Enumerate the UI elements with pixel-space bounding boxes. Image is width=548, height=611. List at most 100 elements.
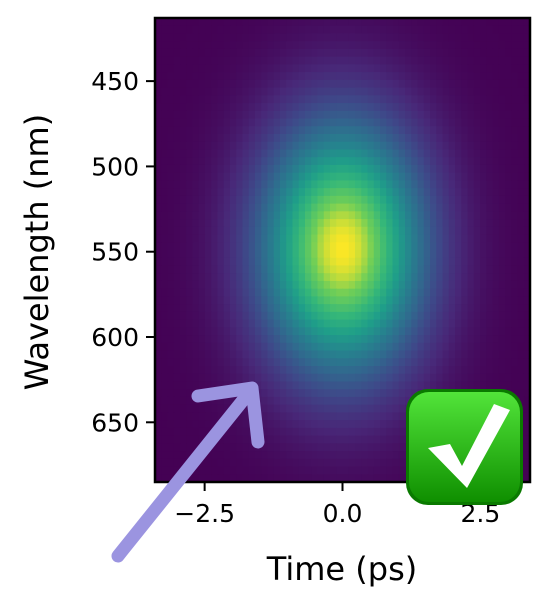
heatmap-cell: [242, 33, 250, 42]
heatmap-cell: [486, 79, 494, 89]
heatmap-cell: [230, 64, 237, 73]
heatmap-cell: [373, 242, 381, 251]
heatmap-cell: [355, 250, 362, 259]
heatmap-cell: [461, 257, 469, 267]
heatmap-cell: [323, 474, 331, 483]
heatmap-cell: [480, 280, 487, 290]
heatmap-cell: [323, 404, 331, 413]
heatmap-cell: [430, 280, 437, 290]
heatmap-cell: [311, 164, 319, 174]
heatmap-cell: [317, 219, 325, 228]
heatmap-cell: [217, 41, 225, 50]
heatmap-cell: [217, 396, 225, 406]
heatmap-cell: [423, 265, 431, 274]
heatmap-cell: [155, 48, 162, 58]
heatmap-cell: [367, 95, 375, 104]
heatmap-cell: [417, 103, 425, 112]
heatmap-cell: [167, 110, 175, 120]
heatmap-cell: [380, 180, 387, 189]
heatmap-cell: [405, 188, 412, 197]
heatmap-cell: [317, 304, 325, 313]
heatmap-cell: [186, 381, 194, 390]
heatmap-cell: [405, 56, 412, 65]
heatmap-cell: [273, 64, 281, 73]
heatmap-cell: [417, 18, 425, 27]
heatmap-cell: [305, 389, 312, 398]
y-tick-label: 500: [91, 152, 139, 181]
heatmap-cell: [336, 188, 344, 197]
heatmap-cell: [348, 188, 356, 197]
heatmap-cell: [467, 288, 475, 297]
heatmap-cell: [342, 134, 350, 143]
heatmap-cell: [517, 288, 525, 297]
heatmap-cell: [317, 103, 325, 112]
heatmap-cell: [386, 265, 394, 274]
heatmap-cell: [192, 474, 200, 483]
heatmap-cell: [292, 110, 300, 120]
heatmap-cell: [192, 250, 200, 259]
heatmap-cell: [436, 304, 444, 313]
heatmap-cell: [311, 87, 319, 96]
heatmap-cell: [255, 250, 262, 259]
heatmap-cell: [361, 396, 369, 406]
heatmap-cell: [155, 420, 162, 429]
heatmap-cell: [498, 296, 506, 305]
heatmap-cell: [211, 172, 219, 181]
heatmap-cell: [448, 234, 456, 243]
heatmap-cell: [236, 87, 244, 96]
heatmap-cell: [286, 366, 294, 375]
heatmap-cell: [398, 126, 406, 135]
heatmap-cell: [298, 79, 306, 89]
heatmap-cell: [236, 366, 244, 375]
heatmap-cell: [517, 18, 525, 27]
heatmap-cell: [423, 25, 431, 35]
heatmap-cell: [398, 350, 406, 359]
heatmap-cell: [517, 358, 525, 367]
heatmap-cell: [305, 149, 312, 158]
heatmap-cell: [242, 103, 250, 112]
heatmap-cell: [261, 396, 269, 406]
heatmap-cell: [473, 72, 481, 81]
heatmap-cell: [448, 134, 456, 143]
heatmap-cell: [211, 319, 219, 328]
heatmap-cell: [467, 33, 475, 42]
heatmap-cell: [511, 265, 519, 274]
heatmap-cell: [473, 335, 481, 344]
heatmap-cell: [392, 203, 400, 212]
heatmap-cell: [305, 25, 312, 35]
heatmap-cell: [511, 311, 519, 321]
heatmap-cell: [411, 87, 419, 96]
heatmap-cell: [430, 327, 437, 336]
heatmap-cell: [273, 110, 281, 120]
heatmap-cell: [298, 95, 306, 104]
heatmap-cell: [305, 103, 312, 112]
heatmap-cell: [455, 33, 462, 42]
heatmap-cell: [280, 304, 287, 313]
heatmap-cell: [423, 141, 431, 151]
heatmap-cell: [286, 126, 294, 135]
heatmap-cell: [317, 72, 325, 81]
heatmap-cell: [348, 427, 356, 437]
heatmap-cell: [342, 87, 350, 96]
heatmap-cell: [205, 126, 212, 135]
heatmap-cell: [373, 427, 381, 437]
heatmap-cell: [430, 211, 437, 220]
heatmap-cell: [405, 118, 412, 127]
heatmap-cell: [417, 118, 425, 127]
heatmap-cell: [211, 141, 219, 151]
heatmap-cell: [155, 72, 162, 81]
heatmap-cell: [305, 118, 312, 127]
heatmap-cell: [180, 327, 187, 336]
heatmap-cell: [486, 288, 494, 297]
heatmap-cell: [523, 226, 531, 236]
heatmap-cell: [286, 451, 294, 460]
heatmap-cell: [255, 242, 262, 251]
heatmap-cell: [492, 226, 500, 236]
heatmap-cell: [236, 250, 244, 259]
heatmap-cell: [461, 265, 469, 274]
heatmap-cell: [317, 288, 325, 297]
heatmap-cell: [480, 366, 487, 375]
heatmap-cell: [461, 188, 469, 197]
heatmap-cell: [405, 141, 412, 151]
x-tick-label: −2.5: [174, 499, 235, 528]
